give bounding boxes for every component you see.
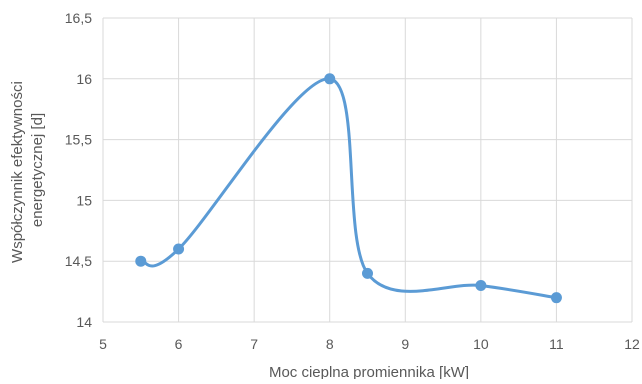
y-tick-label: 16 — [76, 71, 92, 87]
y-tick-label: 16,5 — [65, 10, 92, 26]
y-axis-title-line-2: energetycznej [d] — [29, 113, 46, 227]
series-layer — [135, 73, 562, 304]
data-point — [550, 292, 562, 304]
x-axis-title: Moc cieplna promiennika [kW] — [269, 364, 469, 379]
x-tick-label: 9 — [401, 336, 409, 352]
tick-labels: 14 14,5 15 15,5 16 16,5 5 6 7 8 9 10 11 12 — [65, 10, 640, 352]
data-point — [324, 73, 336, 85]
x-tick-label: 10 — [473, 336, 489, 352]
data-point — [173, 243, 185, 255]
x-tick-label: 7 — [250, 336, 258, 352]
x-tick-label: 11 — [549, 336, 564, 352]
x-tick-label: 5 — [99, 336, 107, 352]
y-tick-label: 14 — [76, 314, 92, 330]
x-tick-label: 12 — [624, 336, 640, 352]
x-tick-label: 8 — [326, 336, 334, 352]
y-axis-title-line-1: Współczynnik efektywności — [9, 81, 26, 263]
y-tick-label: 15 — [76, 192, 92, 208]
data-point — [475, 280, 487, 292]
data-point — [135, 255, 147, 267]
y-axis-title: Współczynnik efektywności energetycznej … — [9, 77, 46, 263]
y-tick-label: 14,5 — [65, 253, 92, 269]
series-line — [139, 77, 558, 300]
grid-lines — [102, 17, 633, 323]
data-point — [362, 267, 373, 279]
y-tick-label: 15,5 — [65, 132, 92, 148]
x-tick-label: 6 — [175, 336, 183, 352]
